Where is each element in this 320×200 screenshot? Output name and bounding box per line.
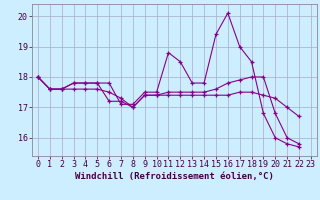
X-axis label: Windchill (Refroidissement éolien,°C): Windchill (Refroidissement éolien,°C) bbox=[75, 172, 274, 181]
